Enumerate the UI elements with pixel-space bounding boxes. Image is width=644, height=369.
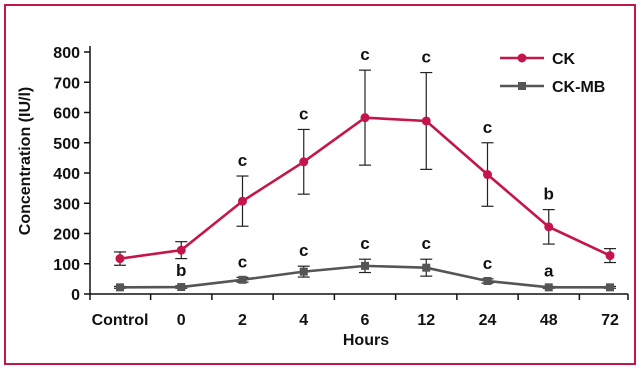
ck-mb-point <box>238 275 247 284</box>
significance-labels: c c c c c b b c c c c c a <box>176 45 554 280</box>
y-tick-label: 0 <box>71 287 80 304</box>
ck-mb-significance-label: c <box>360 234 369 253</box>
legend-ck-label: CK <box>552 51 576 68</box>
legend-ck-marker <box>517 53 527 63</box>
y-tick-label: 300 <box>53 196 80 213</box>
ck-point <box>360 113 370 123</box>
legend-ck-mb-marker <box>518 82 526 90</box>
ck-point <box>605 251 615 261</box>
y-tick-label: 200 <box>53 227 80 244</box>
error-bars <box>114 69 616 289</box>
x-tick-label: 0 <box>177 312 186 329</box>
x-tick-label: 48 <box>540 312 558 329</box>
ck-point <box>238 196 247 206</box>
ck-significance-label: c <box>422 48 431 67</box>
x-tick-label: 12 <box>417 312 435 329</box>
ck-mb-significance-label: c <box>238 252 247 271</box>
x-tick-label: Control <box>92 312 149 329</box>
ck-significance-label: c <box>483 118 492 137</box>
y-tick-label: 600 <box>53 106 80 123</box>
x-tick-label: 6 <box>361 312 370 329</box>
ck-mb-significance-label: c <box>299 241 308 260</box>
ck-mb-point <box>544 283 553 292</box>
ck-mb-point <box>177 283 186 292</box>
ck-significance-label: c <box>299 104 308 123</box>
legend: CK CK-MB <box>500 51 605 96</box>
ck-mb-point <box>606 283 614 292</box>
y-tick-label: 700 <box>53 75 80 92</box>
ck-significance-label: c <box>238 151 247 170</box>
ck-mb-point <box>483 276 492 285</box>
legend-ck-mb-label: CK-MB <box>552 79 605 96</box>
ck-point <box>299 157 309 167</box>
y-tick-label: 800 <box>53 45 80 62</box>
ck-mb-point <box>361 261 369 270</box>
x-tick-label: 24 <box>479 312 497 329</box>
series-markers <box>115 113 615 292</box>
y-tick-label: 500 <box>53 136 80 153</box>
x-axis-title: Hours <box>343 332 389 349</box>
ck-mb-point <box>299 267 308 276</box>
y-tick-label: 100 <box>53 257 80 274</box>
chart-frame <box>4 4 636 365</box>
ck-mb-significance-label: a <box>544 261 554 280</box>
ck-significance-label: b <box>544 185 554 204</box>
x-tick-label: 4 <box>299 312 308 329</box>
ck-point <box>483 170 492 180</box>
ck-point <box>421 116 431 126</box>
y-tick-label: 400 <box>53 166 80 183</box>
ck-mb-significance-label: c <box>422 234 431 253</box>
x-tick-label: 72 <box>601 312 619 329</box>
ck-mb-significance-label: c <box>483 254 492 273</box>
ck-mb-point <box>116 283 124 292</box>
ck-point <box>544 222 554 232</box>
ck-mb-point <box>422 263 431 272</box>
ck-point <box>176 245 186 255</box>
ck-mb-significance-label: b <box>176 261 186 280</box>
x-tick-label: 2 <box>238 312 247 329</box>
ck-significance-label: c <box>360 45 369 64</box>
ck-point <box>115 254 125 264</box>
y-axis-title: Concentration (IU/l) <box>17 87 34 235</box>
